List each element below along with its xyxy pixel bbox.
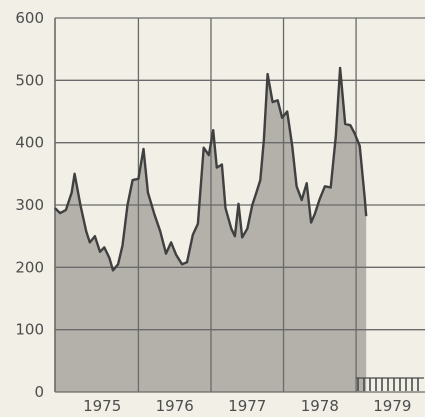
x-tick-label: 1975 xyxy=(83,397,121,415)
y-tick-label: 0 xyxy=(34,383,44,401)
y-tick-label: 600 xyxy=(15,9,44,27)
y-tick-label: 400 xyxy=(15,134,44,152)
x-tick-label: 1979 xyxy=(373,397,411,415)
y-tick-label: 200 xyxy=(15,258,44,276)
x-tick-label: 1976 xyxy=(156,397,194,415)
y-tick-label: 300 xyxy=(15,196,44,214)
x-tick-label: 1978 xyxy=(301,397,339,415)
y-tick-label: 500 xyxy=(15,71,44,89)
series-line xyxy=(54,66,368,272)
y-tick-label: 100 xyxy=(15,321,44,339)
x-tick-label: 1977 xyxy=(228,397,266,415)
